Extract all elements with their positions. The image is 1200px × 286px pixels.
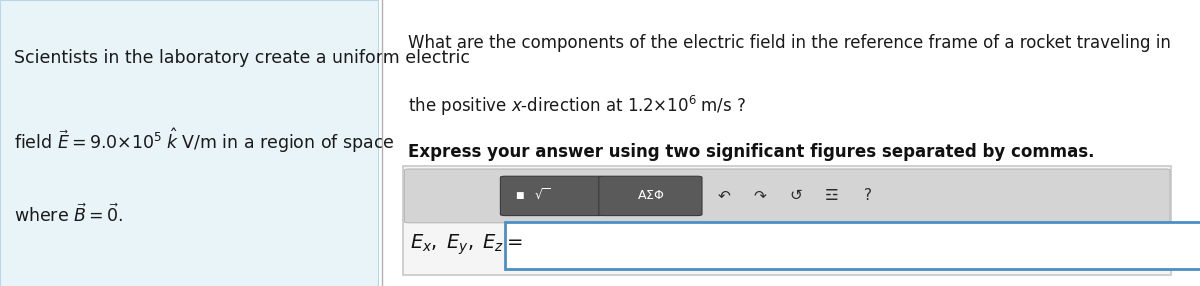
Text: Scientists in the laboratory create a uniform electric: Scientists in the laboratory create a un… <box>14 49 470 67</box>
Text: Express your answer using two significant figures separated by commas.: Express your answer using two significan… <box>408 143 1094 161</box>
FancyBboxPatch shape <box>500 176 604 216</box>
Text: the positive $x$-direction at $1.2{\times}10^6\;\mathrm{m/s}$ ?: the positive $x$-direction at $1.2{\time… <box>408 94 746 118</box>
Text: $E_x,\;E_y,\;E_z =$: $E_x,\;E_y,\;E_z =$ <box>410 233 523 257</box>
Text: ☲: ☲ <box>824 188 839 203</box>
Text: What are the components of the electric field in the reference frame of a rocket: What are the components of the electric … <box>408 34 1171 52</box>
FancyBboxPatch shape <box>404 169 1170 223</box>
Text: ↷: ↷ <box>754 188 766 203</box>
Text: where $\vec{B} = \vec{0}.$: where $\vec{B} = \vec{0}.$ <box>14 203 124 226</box>
FancyBboxPatch shape <box>505 222 1200 269</box>
FancyBboxPatch shape <box>403 166 1171 275</box>
Text: field $\vec{E} = 9.0{\times}10^5\;\hat{k}\;\mathrm{V/m}$ in a region of space: field $\vec{E} = 9.0{\times}10^5\;\hat{k… <box>14 126 395 154</box>
Text: ↶: ↶ <box>718 188 730 203</box>
Text: $\mathrm{A\Sigma\Phi}$: $\mathrm{A\Sigma\Phi}$ <box>637 189 664 202</box>
Text: $\sqrt{\;}$: $\sqrt{\;}$ <box>534 188 551 203</box>
Text: ?: ? <box>864 188 871 203</box>
Text: $\blacksquare$: $\blacksquare$ <box>515 190 524 201</box>
FancyBboxPatch shape <box>599 176 702 216</box>
Text: ↺: ↺ <box>790 188 802 203</box>
FancyBboxPatch shape <box>0 0 378 286</box>
